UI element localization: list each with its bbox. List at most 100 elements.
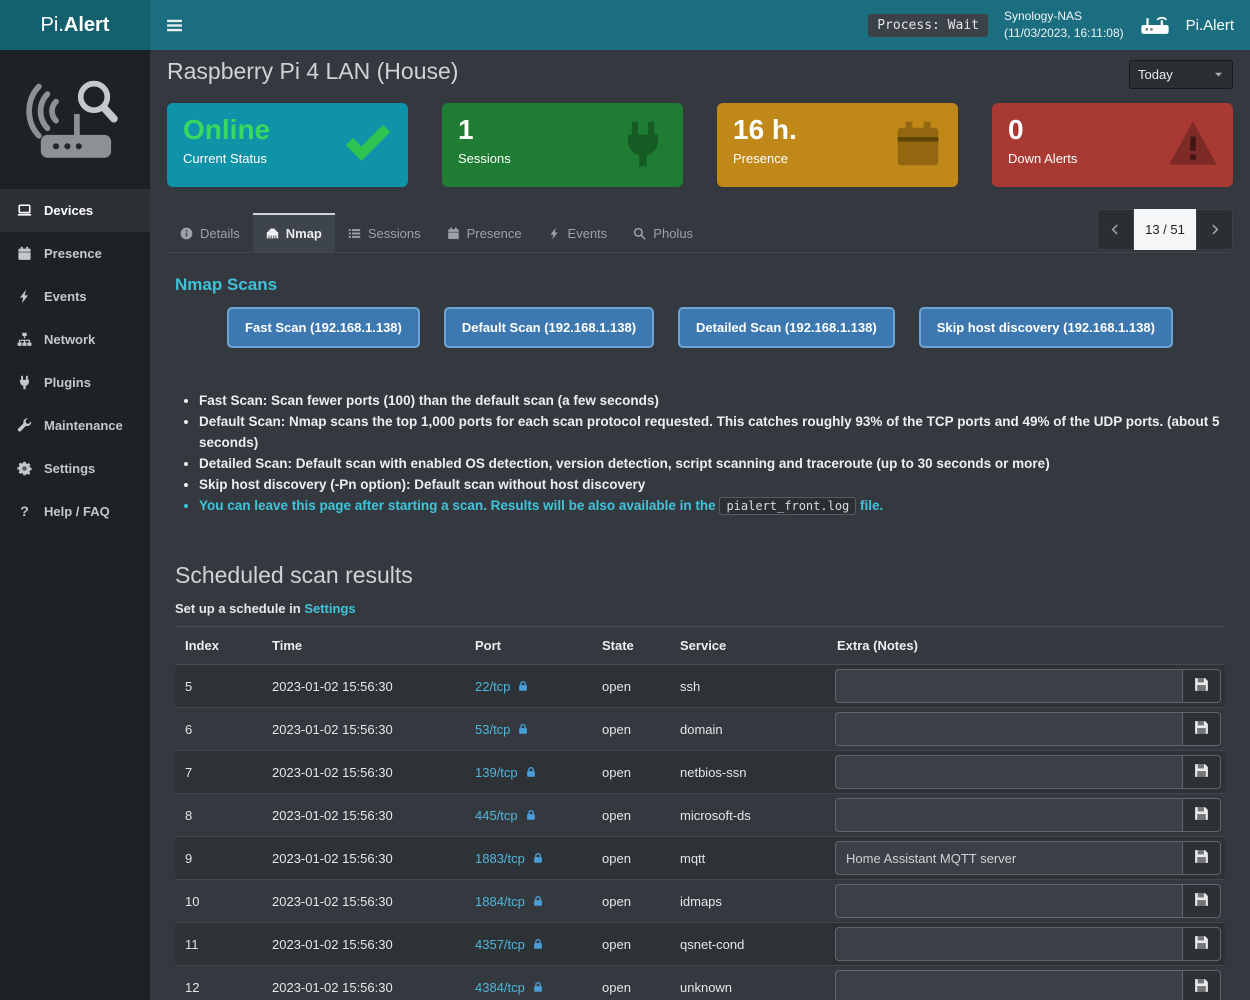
tab-nmap[interactable]: Nmap (252, 213, 335, 252)
row-index: 8 (185, 807, 193, 823)
tab-sessions[interactable]: Sessions (335, 213, 434, 252)
save-note-button[interactable] (1182, 927, 1221, 962)
bolt-icon (548, 227, 561, 240)
period-select[interactable]: Today (1129, 60, 1233, 89)
note-input[interactable] (835, 755, 1182, 790)
sidebar-item-label: Help / FAQ (44, 504, 110, 519)
log-file-code: pialert_front.log (719, 497, 857, 516)
note-input[interactable] (835, 884, 1182, 919)
host-name: Synology-NAS (1003, 9, 1083, 24)
sidebar-nav: Devices Presence Events Network Plugins Maint… (0, 189, 150, 533)
scheduled-results-heading: Scheduled scan results (175, 562, 413, 589)
note-input[interactable] (835, 798, 1182, 833)
note-input[interactable] (835, 927, 1182, 962)
chevron-down-icon (1215, 72, 1222, 77)
port-state: open (602, 721, 631, 737)
port-link[interactable]: 1884/tcp (475, 893, 525, 909)
status-card-down-alerts[interactable]: 0 Down Alerts (992, 103, 1233, 187)
tab-presence[interactable]: Presence (434, 213, 535, 252)
sidebar-item-plugins[interactable]: Plugins (0, 361, 150, 404)
device-pagination-indicator: 13 / 51 (1134, 209, 1196, 250)
tab-label: Details (200, 226, 240, 241)
save-note-button[interactable] (1182, 884, 1221, 919)
sidebar-item-events[interactable]: Events (0, 275, 150, 318)
lock-icon (532, 981, 544, 993)
save-note-button[interactable] (1182, 712, 1221, 747)
gear-icon (16, 461, 33, 476)
note-input[interactable] (835, 712, 1182, 747)
status-card-current-status[interactable]: Online Current Status (167, 103, 408, 187)
row-index: 9 (185, 850, 193, 866)
port-link[interactable]: 22/tcp (475, 678, 511, 694)
topbar-main: Process: Wait Synology-NAS (11/03/2023, … (150, 0, 1250, 50)
port-link[interactable]: 1883/tcp (475, 850, 525, 866)
sidebar-item-presence[interactable]: Presence (0, 232, 150, 275)
card-label: Sessions (458, 151, 511, 167)
scan-result-row: 6 2023-01-02 15:56:30 53/tcp open domain (175, 707, 1225, 752)
process-status-badge: Process: Wait (868, 13, 988, 37)
row-time: 2023-01-02 15:56:30 (272, 678, 393, 694)
scan-result-row: 8 2023-01-02 15:56:30 445/tcp open microsoft… (175, 793, 1225, 838)
host-info: Synology-NAS (11/03/2023, 16:11:08) (1004, 8, 1124, 42)
settings-link[interactable]: Settings (304, 601, 356, 617)
row-time: 2023-01-02 15:56:30 (272, 721, 393, 737)
nmap-scan-icon (266, 227, 279, 240)
note-input[interactable] (835, 669, 1182, 704)
sidebar: Devices Presence Events Network Plugins Maint… (0, 50, 150, 1000)
next-device-button[interactable] (1196, 209, 1233, 250)
sidebar-toggle-icon[interactable] (166, 17, 183, 34)
tab-pholus[interactable]: Pholus (620, 213, 706, 252)
sidebar-item-label: Devices (44, 203, 94, 218)
title-row: Raspberry Pi 4 LAN (House) Today (167, 58, 1233, 89)
search-icon (633, 227, 646, 240)
save-note-button[interactable] (1182, 755, 1221, 790)
sidebar-item-devices[interactable]: Devices (0, 189, 150, 232)
port-service: unknown (680, 979, 733, 995)
note-input[interactable] (835, 841, 1182, 876)
scan-result-row: 5 2023-01-02 15:56:30 22/tcp open ssh (175, 664, 1225, 709)
tab-label: Nmap (285, 226, 322, 241)
scan-result-row: 7 2023-01-02 15:56:30 139/tcp open netbios-s… (175, 750, 1225, 795)
default-scan-button[interactable]: Default Scan (192.168.1.138) (443, 307, 655, 348)
device-tabs: Details Nmap Sessions Presence Events Pholus (167, 213, 706, 252)
port-state: open (602, 850, 631, 866)
save-note-button[interactable] (1182, 841, 1221, 876)
port-link[interactable]: 445/tcp (475, 807, 518, 823)
port-state: open (602, 678, 631, 694)
port-link[interactable]: 53/tcp (475, 721, 511, 737)
brand-prefix: Pi. (40, 13, 64, 36)
scan-result-row: 11 2023-01-02 15:56:30 4357/tcp open qsnet-c… (175, 922, 1225, 967)
note-text-post: file. (860, 498, 884, 514)
tab-label: Presence (466, 226, 522, 241)
detailed-scan-button[interactable]: Detailed Scan (192.168.1.138) (678, 307, 895, 348)
sidebar-item-settings[interactable]: Settings (0, 447, 150, 490)
sidebar-item-network[interactable]: Network (0, 318, 150, 361)
port-link[interactable]: 139/tcp (475, 764, 518, 780)
save-note-button[interactable] (1182, 970, 1221, 1000)
save-note-button[interactable] (1182, 798, 1221, 833)
brand-logo[interactable]: Pi. Alert (0, 0, 150, 50)
skip-host-discovery-button[interactable]: Skip host discovery (192.168.1.138) (918, 307, 1173, 348)
sidebar-item-maintenance[interactable]: Maintenance (0, 404, 150, 447)
tab-events[interactable]: Events (535, 213, 621, 252)
fast-scan-button[interactable]: Fast Scan (192.168.1.138) (227, 307, 420, 348)
note-input[interactable] (835, 970, 1182, 1000)
app-name[interactable]: Pi.Alert (1185, 16, 1234, 34)
row-time: 2023-01-02 15:56:30 (272, 936, 393, 952)
save-icon (1194, 677, 1209, 695)
port-link[interactable]: 4384/tcp (475, 979, 525, 995)
row-index: 5 (185, 678, 193, 694)
status-card-presence[interactable]: 16 h. Presence (717, 103, 958, 187)
sidebar-item-help-faq[interactable]: ? Help / FAQ (0, 490, 150, 533)
save-note-button[interactable] (1182, 669, 1221, 704)
status-card-sessions[interactable]: 1 Sessions (442, 103, 683, 187)
sidebar-item-label: Presence (44, 246, 102, 261)
note-text-pre: You can leave this page after starting a… (199, 498, 716, 514)
port-service: ssh (680, 678, 701, 694)
port-link[interactable]: 4357/tcp (475, 936, 525, 952)
scan-result-row: 9 2023-01-02 15:56:30 1883/tcp open mqtt (175, 836, 1225, 881)
prev-device-button[interactable] (1097, 209, 1134, 250)
calendar-icon (16, 246, 33, 261)
tab-details[interactable]: Details (167, 213, 253, 252)
tab-label: Events (567, 226, 608, 241)
